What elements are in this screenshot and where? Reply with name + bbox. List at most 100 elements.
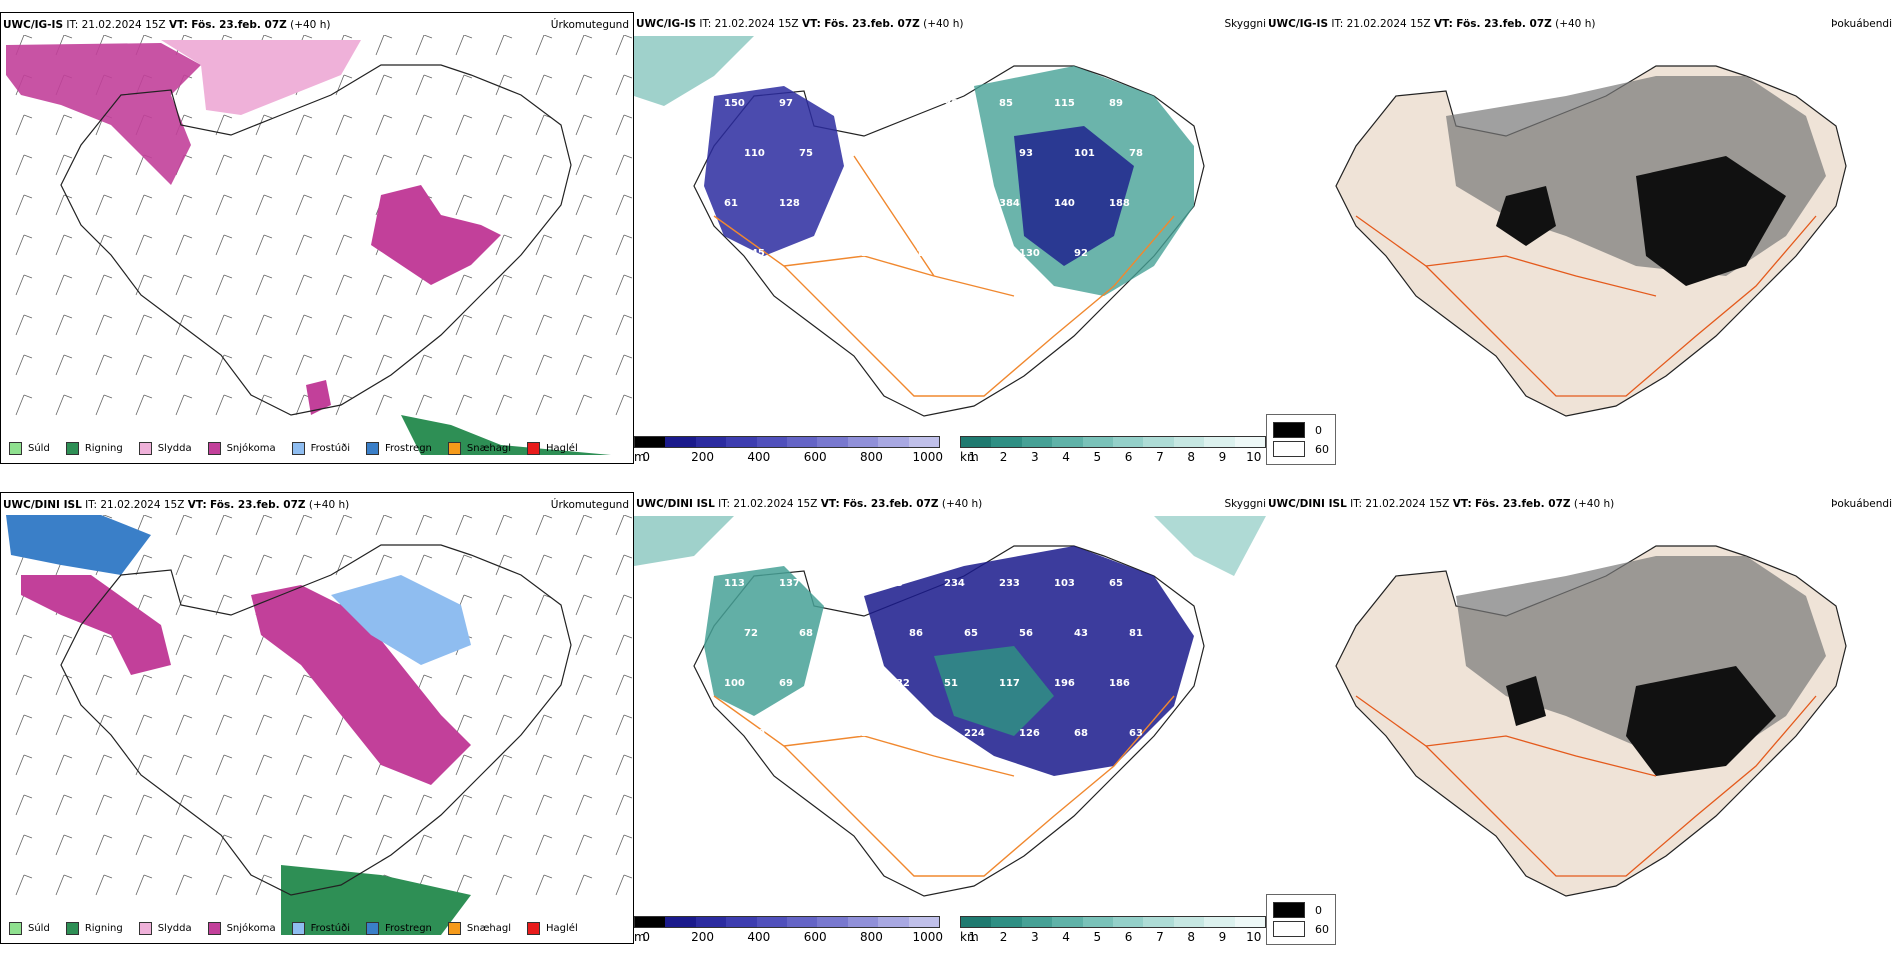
cloud-base-label: 56: [1019, 628, 1033, 639]
cloud-base-label: 93: [889, 578, 903, 589]
fog-legend-swatch: [1273, 921, 1305, 937]
colorbar-tick: 1000: [912, 450, 944, 464]
wind-barb: [375, 515, 393, 536]
panel-name: Skyggni: [1224, 18, 1267, 30]
wind-barb: [575, 515, 593, 536]
cloud-base-label: 234: [944, 578, 965, 589]
colorbar-tick: 800: [860, 930, 883, 944]
sea-fog-area: [634, 36, 754, 106]
wind-barb: [175, 594, 193, 616]
colorbar-cell: [695, 437, 727, 447]
wind-barb: [615, 754, 633, 776]
wind-barb: [575, 714, 593, 736]
wind-barb: [495, 634, 513, 656]
wind-barb: [535, 714, 553, 736]
cloud-base-label: 51: [944, 678, 958, 689]
sea-fog-area: [634, 516, 734, 566]
sleet-area: [161, 40, 361, 115]
cloud-base-label: 82: [854, 248, 868, 259]
fog-legend-item: 60: [1273, 441, 1329, 457]
visibility-panel: UWC/DINI ISL IT: 21.02.2024 15Z VT: Fös.…: [634, 492, 1266, 957]
wind-barb: [95, 394, 113, 416]
colorbar-tick: 6: [1124, 930, 1133, 944]
cloud-base-label: 72: [744, 628, 758, 639]
vt-label: VT:: [1452, 498, 1472, 510]
precip-type-panel: UWC/IG-IS IT: 21.02.2024 15Z VT: Fös. 23…: [0, 12, 634, 464]
wind-barb: [495, 35, 513, 56]
wind-barb: [95, 754, 113, 776]
legend-swatch: [291, 921, 305, 935]
cloud-base-label: 97: [779, 98, 793, 109]
cloud-base-label: 61: [724, 198, 738, 209]
wind-barb: [335, 234, 353, 256]
legend-label: Snæhagl: [466, 442, 512, 454]
forecast-row-2: UWC/DINI ISL IT: 21.02.2024 15Z VT: Fös.…: [0, 492, 1900, 957]
colorbar-cell: [961, 437, 992, 447]
colorbar-cell: [847, 437, 879, 447]
legend-label: Snjókoma: [226, 442, 276, 454]
wind-barb: [295, 515, 313, 536]
vt-value: Fös. 23.feb. 07Z: [843, 498, 939, 510]
legend-item: Haglél: [527, 441, 578, 455]
wind-barb: [495, 515, 513, 536]
wind-barb: [615, 674, 633, 696]
fog-legend-item: 0: [1273, 902, 1329, 918]
wind-barb: [15, 154, 33, 176]
colorbar-cell: [1234, 917, 1266, 927]
wind-barb: [95, 674, 113, 696]
cloud-base-label: 233: [999, 578, 1020, 589]
wind-barb: [255, 114, 273, 136]
fog-legend-label: 0: [1315, 423, 1322, 437]
it-label: IT:: [85, 499, 98, 511]
colorbar-cell: [756, 917, 788, 927]
wind-barb: [135, 274, 153, 296]
legend-swatch: [447, 921, 461, 935]
fog-legend-swatch: [1273, 422, 1305, 438]
wind-barb: [15, 634, 33, 656]
wind-barb: [615, 515, 633, 536]
wind-barb: [15, 274, 33, 296]
lead-time: (+40 h): [290, 19, 331, 31]
wind-barb: [255, 394, 273, 416]
wind-barb: [55, 314, 73, 336]
wind-barb: [375, 834, 393, 856]
model-label: UWC/IG-IS: [3, 19, 64, 31]
wind-barb: [255, 314, 273, 336]
snow-area-east: [371, 185, 501, 285]
fog-legend-item: 0: [1273, 422, 1329, 438]
wind-barb: [415, 74, 433, 96]
wind-barb: [135, 714, 153, 736]
cloud-base-label: 128: [779, 198, 800, 209]
colorbar-tick: 0: [642, 930, 651, 944]
colorbar-tick: 7: [1156, 450, 1164, 464]
visibility-panel: UWC/IG-IS IT: 21.02.2024 15Z VT: Fös. 23…: [634, 12, 1266, 477]
wind-barb: [15, 674, 33, 696]
legend-item: Snjókoma: [207, 921, 276, 935]
colorbar-tick: 3: [1030, 930, 1039, 944]
cloud-base-labels: 150 97 76 208 96 85 115 89 110 75 48 97 57 93 101 78 61 1…: [724, 98, 1143, 259]
vt-label: VT:: [187, 499, 207, 511]
wind-barb: [15, 354, 33, 376]
cloud-area-east: [864, 546, 1194, 776]
wind-barb: [215, 634, 233, 656]
cloud-base-label: 93: [1019, 148, 1033, 159]
cloud-base-label: 245: [744, 248, 765, 259]
wind-barb: [575, 594, 593, 616]
colorbar-cell: [878, 917, 909, 927]
legend-label: Snæhagl: [466, 922, 512, 934]
wind-barb: [615, 194, 633, 216]
model-label: UWC/DINI ISL: [3, 499, 82, 511]
wind-barb: [535, 754, 553, 776]
legend-swatch: [291, 441, 305, 455]
road-network: [1355, 215, 1817, 397]
cloud-base-label: 81: [1129, 628, 1143, 639]
it-value: 21.02.2024 15Z: [714, 18, 799, 30]
wind-barb: [495, 874, 513, 896]
visibility-colorbar: km 1 2 3 4 5 6 7 8 9 10: [960, 916, 1266, 944]
wind-barb: [455, 674, 473, 696]
wind-barb: [615, 714, 633, 736]
wind-barb: [215, 274, 233, 296]
colorbar-tick: 2: [999, 450, 1008, 464]
fog-area-dark-west: [1496, 186, 1556, 246]
legend-swatch: [207, 441, 221, 455]
